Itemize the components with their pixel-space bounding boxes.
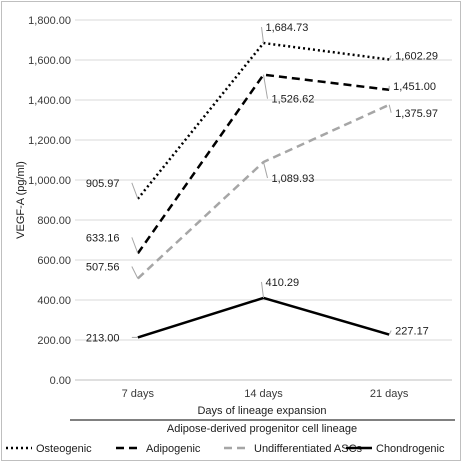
data-label: 1,375.97 bbox=[395, 108, 438, 120]
data-label: 1,526.62 bbox=[272, 94, 315, 106]
y-axis-title: VEGF-A (pg/ml) bbox=[15, 161, 27, 239]
series-line-adipogenic bbox=[136, 73, 390, 255]
legend: Osteogenic Adipogenic Undifferentiated ASC… bbox=[6, 443, 445, 455]
y-tick-label: 1,600.00 bbox=[28, 55, 71, 67]
legend-title: Adipose-derived progenitor cell lineage bbox=[167, 423, 357, 435]
y-tick-label: 400.00 bbox=[37, 295, 71, 307]
y-tick-label: 1,400.00 bbox=[28, 95, 71, 107]
y-tick-label: 200.00 bbox=[37, 335, 71, 347]
data-labels: 905.97 1,684.73 1,602.29 633.16 1,526.62 1,45… bbox=[86, 22, 438, 344]
y-axis-ticks: 0.00 200.00 400.00 600.00 800.00 1,000.00 1,20… bbox=[28, 15, 71, 387]
data-label: 1,684.73 bbox=[266, 22, 309, 34]
data-label-leader bbox=[131, 266, 139, 279]
data-label: 905.97 bbox=[86, 178, 120, 190]
y-tick-label: 1,000.00 bbox=[28, 175, 71, 187]
x-tick-label: 7 days bbox=[122, 388, 155, 400]
legend-label: Adipogenic bbox=[146, 443, 201, 455]
legend-label: Chondrogenic bbox=[376, 443, 445, 455]
series-line-osteogenic bbox=[136, 41, 390, 200]
x-axis-ticks: 7 days 14 days 21 days bbox=[122, 388, 409, 400]
y-tick-label: 1,200.00 bbox=[28, 135, 71, 147]
data-label-leader bbox=[131, 182, 139, 199]
data-label: 213.00 bbox=[86, 332, 120, 344]
data-label: 507.56 bbox=[86, 261, 120, 273]
y-tick-label: 800.00 bbox=[37, 215, 71, 227]
data-label: 410.29 bbox=[266, 277, 300, 289]
series-lines bbox=[136, 41, 390, 339]
y-tick-label: 600.00 bbox=[37, 255, 71, 267]
y-tick-label: 1,800.00 bbox=[28, 15, 71, 27]
data-label-leader bbox=[261, 26, 264, 44]
data-label: 1,602.29 bbox=[395, 51, 438, 63]
y-tick-label: 0.00 bbox=[50, 375, 71, 387]
data-label-leader bbox=[263, 74, 268, 99]
legend-label: Undifferentiated ASCs bbox=[254, 443, 363, 455]
x-tick-label: 21 days bbox=[370, 388, 409, 400]
data-label-leader bbox=[388, 330, 392, 335]
series-line-undifferentiated-ascs bbox=[136, 103, 390, 280]
legend-label: Osteogenic bbox=[36, 443, 92, 455]
data-label-leader bbox=[131, 237, 139, 254]
gridlines bbox=[75, 19, 452, 381]
x-tick-label: 14 days bbox=[244, 388, 283, 400]
data-label-leader bbox=[263, 161, 268, 179]
data-label: 227.17 bbox=[395, 326, 429, 338]
data-label-leader bbox=[388, 55, 392, 60]
data-label: 1,451.00 bbox=[393, 81, 436, 93]
data-label: 633.16 bbox=[86, 232, 120, 244]
series-line-chondrogenic bbox=[137, 296, 390, 339]
data-label-leader bbox=[388, 104, 392, 113]
data-label-leader bbox=[261, 281, 264, 299]
data-label: 1,089.93 bbox=[272, 173, 315, 185]
x-axis-title: Days of lineage expansion bbox=[197, 405, 326, 417]
